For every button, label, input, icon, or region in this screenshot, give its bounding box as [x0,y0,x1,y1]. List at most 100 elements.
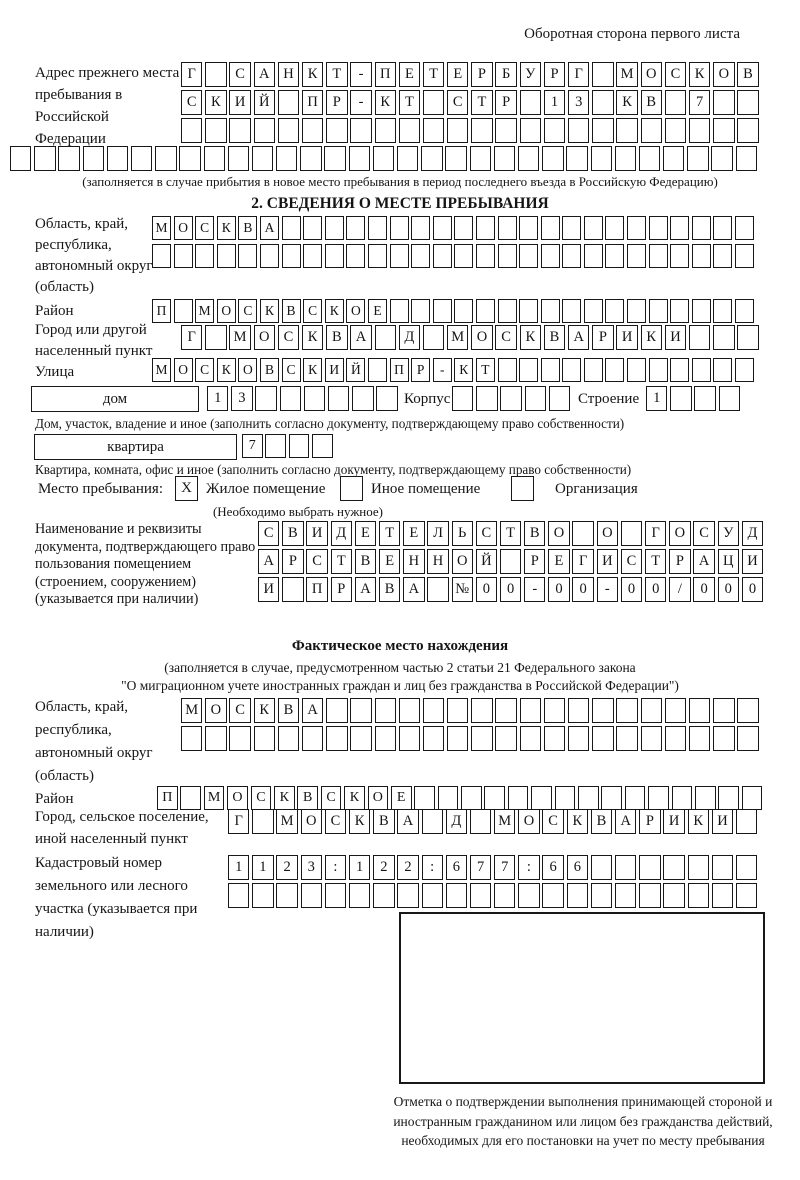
char-cell[interactable]: П [389,358,409,382]
char-cell[interactable]: Р [524,549,546,574]
char-cell[interactable]: М [152,358,171,382]
char-cell[interactable] [327,386,350,411]
char-cell[interactable]: С [664,62,687,87]
char-cell[interactable]: С [250,786,272,810]
char-cell[interactable]: Г [181,62,203,87]
char-cell[interactable] [592,698,614,723]
char-cell[interactable] [397,146,419,171]
char-cell[interactable]: В [281,299,301,323]
char-cell[interactable]: 1 [207,386,229,411]
char-cell[interactable] [179,146,201,171]
char-cell[interactable] [518,883,540,908]
char-cell[interactable]: К [253,698,275,723]
char-cell[interactable] [447,726,469,751]
char-cell[interactable]: Г [572,549,594,574]
char-cell[interactable] [432,216,452,240]
char-cell[interactable] [301,726,324,751]
char-cell[interactable]: Г [568,62,590,87]
char-cell[interactable] [205,62,227,87]
char-cell[interactable]: : [324,855,347,880]
char-cell[interactable] [711,855,734,880]
char-cell[interactable]: В [354,549,377,574]
char-cell[interactable] [173,299,193,323]
char-cell[interactable] [735,855,758,880]
char-cell[interactable] [691,299,711,323]
char-cell[interactable] [711,146,733,171]
char-cell[interactable]: О [451,549,473,574]
char-cell[interactable] [592,90,614,115]
char-cell[interactable] [181,118,203,143]
char-cell[interactable] [324,146,346,171]
char-cell[interactable] [398,698,421,723]
char-cell[interactable]: Р [639,809,661,834]
char-cell[interactable] [350,698,372,723]
char-cell[interactable]: В [640,90,662,115]
char-cell[interactable]: - [524,577,546,602]
char-cell[interactable]: 1 [646,386,668,411]
char-cell[interactable]: М [447,325,469,350]
char-cell[interactable] [627,299,647,323]
char-cell[interactable]: М [195,299,215,323]
char-cell[interactable]: Е [548,549,570,574]
char-cell[interactable]: Р [330,577,352,602]
char-cell[interactable]: В [259,358,279,382]
char-cell[interactable] [373,883,395,908]
char-cell[interactable] [422,698,445,723]
char-cell[interactable] [281,244,301,268]
char-cell[interactable]: П [152,299,171,323]
char-cell[interactable]: 6 [542,855,564,880]
char-cell[interactable] [568,118,590,143]
char-cell[interactable] [688,698,711,723]
char-cell[interactable] [445,146,467,171]
char-cell[interactable] [687,855,709,880]
char-cell[interactable]: С [277,325,300,350]
char-cell[interactable] [398,726,421,751]
char-cell[interactable] [276,883,298,908]
char-cell[interactable] [640,118,662,143]
char-cell[interactable] [367,216,387,240]
char-cell[interactable] [688,325,711,350]
char-cell[interactable]: К [259,299,279,323]
char-cell[interactable] [627,358,647,382]
char-cell[interactable] [664,118,687,143]
char-cell[interactable] [155,146,177,171]
char-cell[interactable] [737,698,759,723]
char-cell[interactable]: А [403,577,425,602]
char-cell[interactable] [735,299,755,323]
char-cell[interactable]: И [324,358,344,382]
char-cell[interactable]: С [181,90,203,115]
char-cell[interactable] [437,786,459,810]
char-cell[interactable] [578,786,599,810]
char-cell[interactable]: М [181,698,203,723]
char-cell[interactable]: В [297,786,318,810]
char-cell[interactable] [350,726,372,751]
char-cell[interactable] [664,726,687,751]
char-cell[interactable]: 0 [693,577,715,602]
char-cell[interactable] [461,786,482,810]
char-cell[interactable] [411,244,431,268]
char-cell[interactable]: О [173,216,193,240]
char-cell[interactable] [605,216,625,240]
char-cell[interactable] [495,118,517,143]
char-cell[interactable] [566,146,588,171]
char-cell[interactable] [568,726,590,751]
char-cell[interactable] [562,244,582,268]
char-cell[interactable]: Д [398,325,421,350]
char-cell[interactable] [372,146,395,171]
char-cell[interactable] [540,244,560,268]
char-cell[interactable]: Р [543,62,566,87]
char-cell[interactable]: В [282,521,304,546]
char-cell[interactable] [253,118,275,143]
char-cell[interactable]: Й [346,358,366,382]
char-cell[interactable]: С [693,521,715,546]
char-cell[interactable]: 0 [548,577,570,602]
char-cell[interactable]: К [454,358,474,382]
char-cell[interactable] [542,146,564,171]
char-cell[interactable] [687,883,709,908]
char-cell[interactable]: О [596,521,619,546]
char-cell[interactable] [454,216,474,240]
char-cell[interactable]: П [301,90,324,115]
char-cell[interactable]: Й [475,549,498,574]
char-cell[interactable] [484,786,506,810]
char-cell[interactable]: О [367,786,389,810]
